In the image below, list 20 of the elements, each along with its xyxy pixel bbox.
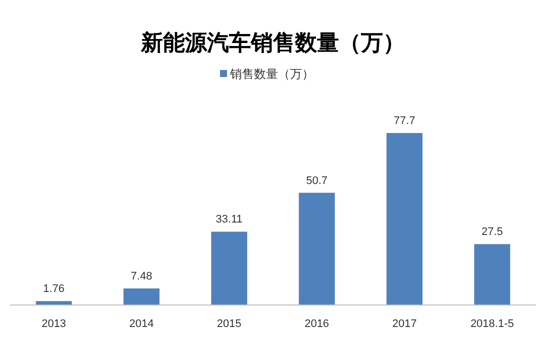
x-tick-label: 2013: [42, 318, 66, 330]
bar: [211, 232, 248, 305]
legend-label: 销售数量（万）: [229, 67, 314, 81]
bar: [36, 301, 72, 305]
bar: [124, 288, 160, 305]
bar: [474, 244, 510, 305]
x-tick-label: 2016: [304, 318, 330, 330]
chart-title: 新能源汽车销售数量（万）: [140, 30, 405, 55]
x-tick-label: 2017: [392, 318, 417, 330]
data-label: 50.7: [306, 174, 328, 187]
data-label: 27.5: [481, 226, 503, 238]
data-label: 7.48: [130, 270, 152, 282]
data-label: 33.11: [216, 214, 243, 226]
x-tick-label: 2018.1-5: [470, 318, 514, 330]
data-label: 1.76: [43, 283, 65, 296]
data-label: 77.7: [394, 115, 416, 127]
x-tick-label: 2014: [129, 318, 154, 330]
bar: [386, 133, 422, 305]
x-tick-label: 2015: [216, 318, 242, 330]
bar: [298, 192, 335, 305]
